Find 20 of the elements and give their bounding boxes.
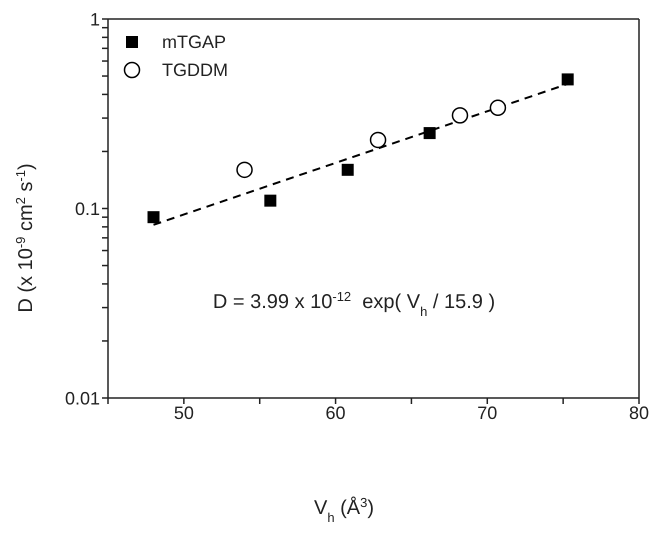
y-tick-label: 0.1 [74,198,100,219]
point [562,73,574,86]
point [490,100,506,116]
y-tick-label: 1 [90,9,100,30]
annotation: D = 3.99 x 10$^{-12}$ exp( V$_{h}$ / 15.9 ) [212,288,496,318]
legend-label: TGDDM [162,60,228,80]
point [236,162,253,178]
y-tick-label: 0.01 [64,388,100,408]
point [264,194,276,207]
x-tick-label: 50 [174,402,194,423]
point [424,127,436,140]
x-tick-label: 60 [326,402,346,423]
point [342,164,354,176]
x-tick-label: 70 [477,402,498,423]
x-axis-title: V$_{h}$ (Å$^{3}$) [314,494,374,524]
point [452,107,468,124]
legend-label: mTGAP [162,32,226,52]
x-tick-label: 80 [628,402,650,423]
point [148,211,160,224]
point [370,132,386,148]
